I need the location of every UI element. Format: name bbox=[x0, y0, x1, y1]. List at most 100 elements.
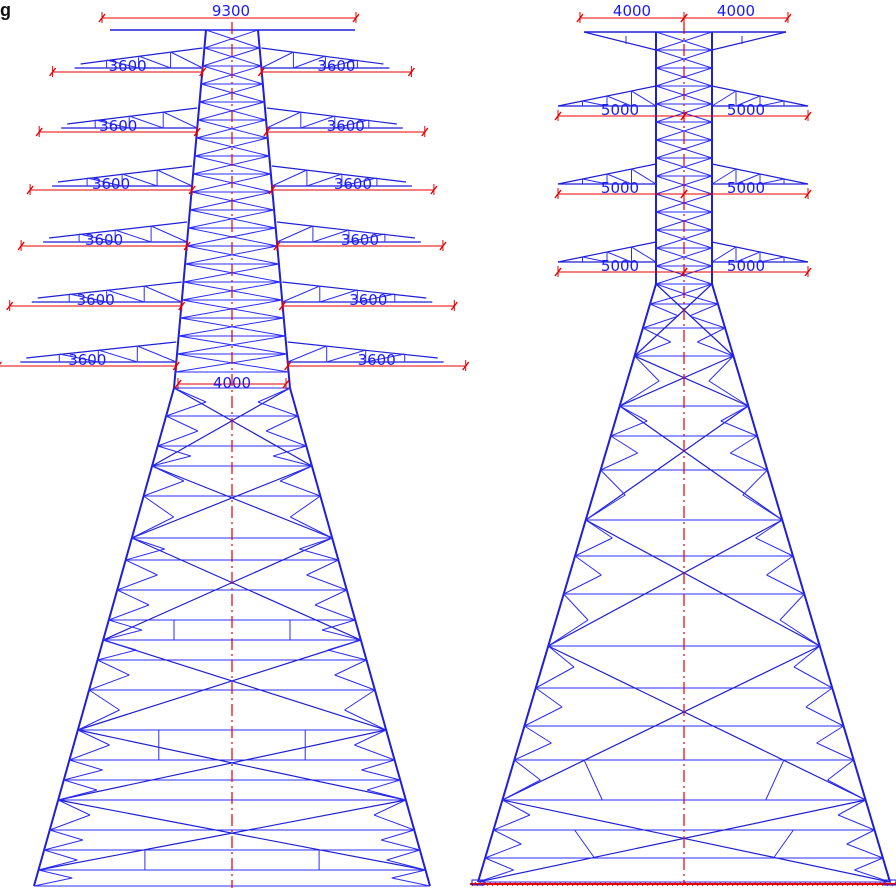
bracing-member bbox=[735, 173, 761, 185]
ground-hatch bbox=[836, 881, 842, 887]
bracing-member bbox=[287, 345, 327, 363]
bracing-member bbox=[735, 95, 761, 107]
bracing-member bbox=[314, 589, 348, 606]
left-main-diagonal bbox=[58, 799, 426, 871]
bracing-member bbox=[265, 415, 299, 432]
left-arm-dimension-label: 3600 bbox=[92, 175, 130, 193]
bracing-member bbox=[535, 687, 563, 708]
ground-hatch bbox=[556, 881, 562, 887]
bracing-member bbox=[180, 299, 283, 319]
left-crossarm-top-chord bbox=[282, 281, 427, 299]
right-arm-dimension-label: 5000 bbox=[601, 257, 639, 275]
bracing-member bbox=[373, 814, 415, 831]
bracing-member bbox=[649, 293, 686, 305]
ground-hatch bbox=[631, 881, 637, 887]
bracing-member bbox=[197, 101, 265, 121]
bracing-member bbox=[306, 559, 339, 576]
ground-hatch bbox=[596, 881, 602, 887]
bracing-member bbox=[192, 155, 270, 175]
bracing-member bbox=[631, 168, 657, 185]
left-arm-dimension-label: 3600 bbox=[77, 291, 115, 309]
left-main-diagonal bbox=[173, 387, 313, 467]
bracing-member bbox=[642, 327, 671, 343]
dimension-labels: 3600 3600 3600 3600 3600 3600 3600 3600 3600 3600… bbox=[0, 2, 812, 392]
bracing-member bbox=[619, 405, 648, 422]
bracing-member bbox=[348, 233, 386, 243]
bracing-member bbox=[116, 589, 150, 606]
ground-hatch bbox=[711, 881, 717, 887]
ground-hatch bbox=[811, 881, 817, 887]
bracing-member bbox=[689, 303, 719, 317]
bracing-member bbox=[202, 47, 260, 67]
bracing-member bbox=[642, 315, 679, 329]
bracing-member bbox=[157, 445, 192, 457]
ground-hatch bbox=[561, 881, 567, 887]
bracing-member bbox=[655, 247, 713, 267]
bracing-member bbox=[95, 119, 130, 129]
ground-hatch bbox=[691, 881, 697, 887]
bracing-member bbox=[846, 829, 875, 845]
left-arm-dimension-label: 3600 bbox=[334, 175, 372, 193]
ground-hatch bbox=[846, 881, 852, 887]
ground-hatch bbox=[781, 881, 787, 887]
bracing-member bbox=[711, 90, 737, 107]
ground-hatch bbox=[761, 881, 767, 887]
bracing-member bbox=[188, 209, 275, 229]
left-main-diagonal bbox=[151, 387, 291, 467]
left-main-diagonal bbox=[77, 729, 406, 801]
bracing-member bbox=[816, 725, 844, 744]
bracing-member bbox=[321, 619, 356, 631]
bracing-member bbox=[181, 281, 281, 301]
left-arm-dimension-label: 3600 bbox=[349, 291, 387, 309]
bracing-member bbox=[708, 380, 749, 407]
bracing-member bbox=[299, 537, 333, 550]
left-arm-dimension-label: 3600 bbox=[327, 117, 365, 135]
ground-hatch bbox=[541, 881, 547, 887]
bracing-member bbox=[766, 574, 805, 595]
bracing-member bbox=[125, 548, 165, 561]
ground-hatch bbox=[586, 881, 592, 887]
bracing-member bbox=[156, 169, 193, 187]
bracing-member bbox=[165, 401, 207, 417]
bracing-member bbox=[261, 51, 294, 69]
bracing-member bbox=[108, 604, 150, 621]
bracing-member bbox=[610, 420, 648, 437]
bracing-member bbox=[162, 111, 198, 129]
ground-hatch bbox=[536, 881, 542, 887]
bracing-member bbox=[63, 779, 98, 791]
bracing-member bbox=[279, 465, 313, 482]
ground-hatch bbox=[701, 881, 707, 887]
bracing-member bbox=[793, 645, 821, 668]
ground-hatch bbox=[646, 881, 652, 887]
right-main-diagonal bbox=[477, 799, 866, 883]
bracing-member bbox=[138, 55, 171, 69]
bracing-member bbox=[321, 629, 361, 641]
bracing-member bbox=[63, 769, 103, 781]
ground-hatch bbox=[746, 881, 752, 887]
bracing-member bbox=[365, 353, 405, 363]
bracing-member bbox=[631, 246, 657, 263]
bracing-member bbox=[502, 799, 531, 816]
bracing-member bbox=[354, 744, 395, 761]
bracing-member bbox=[114, 229, 152, 243]
bracing-member bbox=[157, 430, 199, 447]
bracing-member bbox=[131, 516, 174, 539]
bracing-member bbox=[720, 405, 749, 422]
left-arm-dimension-label: 3600 bbox=[341, 231, 379, 249]
ground-hatch bbox=[736, 881, 742, 887]
bracing-member bbox=[103, 629, 143, 641]
bracing-member bbox=[279, 480, 321, 497]
ground-hatch bbox=[876, 881, 882, 887]
bracing-member bbox=[49, 814, 91, 831]
left-main-diagonal bbox=[77, 639, 361, 731]
bracing-member bbox=[354, 729, 387, 746]
bracing-member bbox=[189, 191, 273, 211]
bracing-member bbox=[502, 779, 541, 801]
bracing-member bbox=[373, 799, 407, 816]
right-main-diagonal bbox=[655, 283, 734, 357]
bracing-member bbox=[689, 315, 726, 329]
bracing-member bbox=[547, 619, 589, 647]
ground-hatch bbox=[491, 881, 497, 887]
ground-hatch bbox=[731, 881, 737, 887]
bracing-member bbox=[327, 639, 361, 651]
